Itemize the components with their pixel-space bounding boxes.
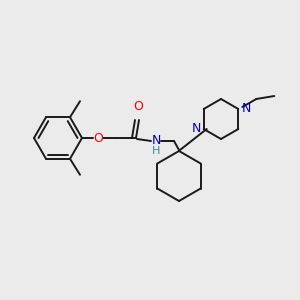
Text: N: N (191, 122, 201, 136)
Text: N: N (241, 103, 251, 116)
Text: H: H (152, 146, 160, 156)
Text: O: O (133, 100, 143, 113)
Text: N: N (151, 134, 161, 148)
Text: O: O (93, 131, 103, 145)
